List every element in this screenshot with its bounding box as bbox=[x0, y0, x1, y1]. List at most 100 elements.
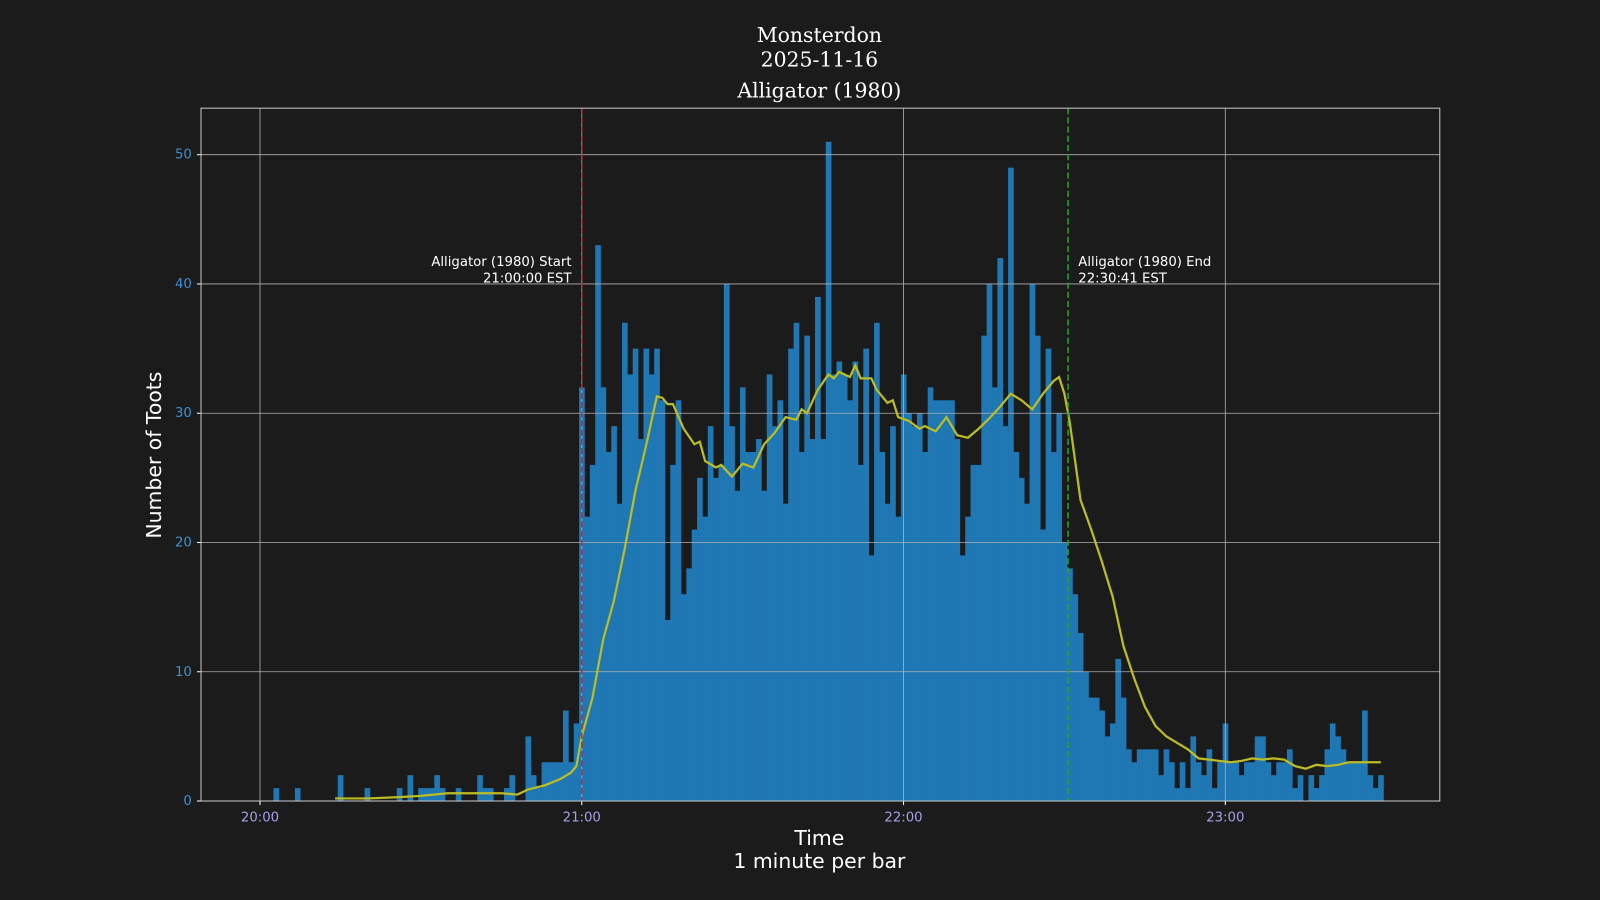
bar bbox=[568, 762, 575, 802]
bar bbox=[1142, 749, 1148, 802]
bar bbox=[707, 426, 714, 802]
y-tick-label: 40 bbox=[175, 277, 192, 292]
bar bbox=[697, 477, 703, 802]
bar bbox=[970, 464, 977, 802]
bar bbox=[600, 387, 607, 802]
bar bbox=[670, 464, 676, 802]
bar bbox=[1013, 452, 1020, 802]
bar bbox=[589, 464, 596, 802]
bar bbox=[546, 762, 553, 802]
x-axis-sublabel: 1 minute per bar bbox=[733, 849, 906, 873]
chart-subtitle: 2025-11-16 bbox=[761, 48, 879, 72]
bar bbox=[1265, 762, 1272, 802]
bar bbox=[868, 555, 875, 802]
bar bbox=[766, 374, 773, 802]
bar bbox=[643, 348, 650, 802]
bar bbox=[1319, 775, 1325, 802]
bar bbox=[831, 374, 837, 802]
bar bbox=[874, 322, 880, 802]
bar bbox=[1185, 788, 1191, 802]
bar bbox=[1018, 477, 1025, 802]
bar bbox=[396, 788, 403, 802]
bar bbox=[1324, 749, 1331, 802]
bar bbox=[1211, 788, 1218, 802]
bar bbox=[1120, 697, 1127, 802]
bar bbox=[1249, 762, 1256, 802]
bar bbox=[981, 335, 987, 802]
bar bbox=[745, 452, 751, 802]
bar bbox=[482, 788, 489, 802]
bar bbox=[906, 413, 912, 802]
bar bbox=[702, 516, 709, 802]
bar bbox=[756, 439, 762, 802]
bar bbox=[691, 529, 698, 802]
y-tick-label: 20 bbox=[175, 535, 192, 550]
bar bbox=[1335, 736, 1341, 802]
bar bbox=[584, 516, 591, 802]
bar bbox=[841, 374, 848, 802]
bar bbox=[1104, 736, 1111, 802]
bar bbox=[798, 452, 805, 802]
bar bbox=[997, 258, 1004, 802]
bar bbox=[943, 400, 950, 802]
bar bbox=[1201, 775, 1207, 802]
bar bbox=[1190, 736, 1197, 802]
chart-title: Monsterdon bbox=[757, 23, 882, 47]
bar bbox=[1158, 775, 1164, 802]
bar bbox=[1345, 762, 1352, 802]
bar bbox=[1286, 749, 1293, 802]
y-tick-label: 50 bbox=[175, 148, 192, 163]
bar bbox=[294, 788, 301, 802]
bar bbox=[611, 426, 617, 802]
bar bbox=[1233, 762, 1240, 802]
bar bbox=[734, 490, 741, 802]
x-tick-label: 22:00 bbox=[884, 810, 922, 825]
bar bbox=[847, 400, 853, 802]
event-label: Alligator (1980) Start bbox=[431, 255, 571, 270]
bar bbox=[1227, 762, 1234, 802]
bar bbox=[1163, 749, 1170, 802]
bar bbox=[337, 775, 344, 802]
bar bbox=[1367, 775, 1374, 802]
bar bbox=[975, 464, 982, 802]
bar bbox=[1292, 788, 1298, 802]
bar bbox=[557, 762, 564, 802]
y-axis-label: Number of Toots bbox=[142, 372, 166, 539]
bar bbox=[1340, 749, 1347, 802]
bar bbox=[509, 775, 516, 802]
x-tick-label: 20:00 bbox=[241, 810, 279, 825]
bar bbox=[772, 426, 778, 802]
bar bbox=[1270, 775, 1277, 802]
bar bbox=[364, 788, 371, 802]
bar bbox=[664, 620, 671, 802]
bar bbox=[407, 775, 414, 802]
bar bbox=[1276, 762, 1282, 802]
plot-frame bbox=[200, 107, 1441, 802]
bar bbox=[1378, 775, 1384, 802]
bar bbox=[1244, 762, 1250, 802]
bar bbox=[884, 503, 891, 802]
bar bbox=[857, 464, 864, 802]
bar bbox=[1077, 632, 1084, 802]
bar bbox=[933, 400, 939, 802]
bar bbox=[1351, 762, 1357, 802]
x-tick-label: 23:00 bbox=[1206, 810, 1244, 825]
bar bbox=[1099, 710, 1105, 802]
bar bbox=[1115, 658, 1122, 802]
bar bbox=[487, 788, 494, 802]
y-tick-label: 30 bbox=[175, 406, 192, 421]
bar bbox=[895, 516, 902, 802]
bar bbox=[890, 426, 896, 802]
bar bbox=[911, 426, 918, 802]
bar bbox=[1356, 762, 1363, 802]
bar bbox=[273, 788, 280, 802]
bar bbox=[1254, 736, 1261, 802]
bar bbox=[1056, 413, 1063, 802]
bar bbox=[1372, 788, 1379, 802]
y-tick-label: 0 bbox=[183, 794, 191, 809]
bar bbox=[1281, 762, 1288, 802]
bar bbox=[959, 555, 966, 802]
bar bbox=[1131, 762, 1138, 802]
bar bbox=[675, 400, 682, 802]
